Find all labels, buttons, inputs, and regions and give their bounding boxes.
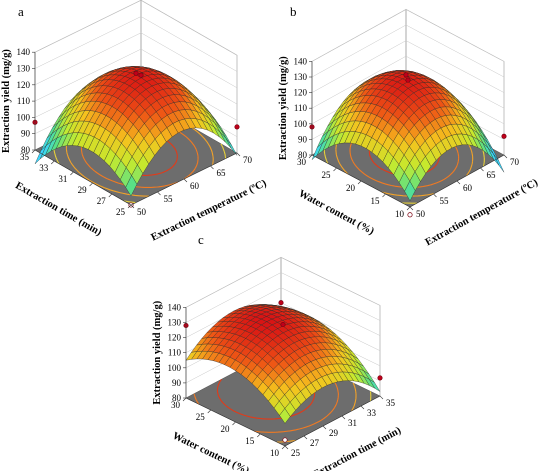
y-axis-ticks: 10 15 20 25 30 [297, 154, 411, 219]
x-tick-label: 50 [137, 207, 147, 217]
z-tick-label: 130 [17, 64, 31, 74]
y-tick-label: 25 [322, 170, 332, 180]
x-axis-ticks: 50 55 60 65 70 [130, 152, 253, 217]
x-tick-label: 50 [416, 209, 426, 219]
design-point [280, 321, 286, 328]
x-tick-label: 70 [243, 155, 253, 165]
y-axis-title: Water content (%) [297, 188, 377, 237]
x-tick-label: 31 [348, 418, 357, 428]
z-tick-label: 90 [172, 378, 182, 388]
z-tick-label: 140 [17, 47, 31, 57]
panel-c: c [198, 232, 204, 247]
z-tick-label: 100 [294, 119, 308, 129]
z-tick-label: 120 [294, 88, 308, 98]
response-surface [311, 70, 505, 202]
z-tick-label: 80 [172, 393, 182, 403]
z-tick-label: 140 [294, 56, 308, 66]
y-tick-label: 15 [371, 196, 381, 206]
x-tick-label: 33 [367, 408, 377, 418]
x-tick-label: 25 [291, 448, 301, 458]
y-tick-label: 25 [116, 207, 126, 217]
x-tick-label: 65 [217, 168, 227, 178]
panel-b: b [290, 4, 297, 19]
z-axis-title: Extraction yield (mg/g) [278, 56, 289, 160]
surface-cell [404, 180, 416, 202]
surface-cell [125, 175, 138, 197]
z-tick-label: 110 [17, 96, 31, 106]
z-tick-label: 130 [294, 72, 308, 82]
y-tick-label: 27 [97, 196, 107, 206]
z-axis-title: Extraction yield (mg/g) [152, 300, 163, 404]
z-tick-label: 120 [168, 333, 182, 343]
panel-a: a [18, 4, 24, 19]
design-point [377, 375, 383, 381]
x-tick-label: 65 [487, 170, 497, 180]
x-tick-label: 55 [440, 196, 450, 206]
z-axis-ticks: 80 90 100 110 120 130 140 [168, 302, 186, 403]
z-tick-label: 90 [298, 134, 308, 144]
z-tick-label: 110 [168, 348, 182, 358]
x-tick-label: 29 [329, 428, 339, 438]
y-tick-label: 20 [346, 183, 356, 193]
design-point [405, 77, 411, 83]
z-axis-ticks: 80 90 100 110 120 130 140 [17, 47, 35, 155]
design-point [133, 70, 139, 76]
z-tick-label: 80 [298, 150, 308, 160]
response-surface [185, 304, 381, 424]
z-tick-label: 110 [294, 103, 308, 113]
panel-letter-b: b [290, 4, 297, 19]
y-axis-ticks: 10 15 20 25 30 [171, 397, 286, 458]
panel-letter-a: a [18, 4, 24, 19]
y-tick-label: 33 [39, 163, 49, 173]
y-tick-label: 35 [20, 152, 30, 162]
y-axis-ticks: 25 27 29 31 33 35 [20, 149, 132, 217]
z-tick-label: 100 [168, 363, 182, 373]
y-axis-title: Water content (%) [170, 431, 251, 471]
x-axis-ticks: 25 27 29 31 33 35 [284, 395, 396, 458]
y-tick-label: 10 [270, 448, 280, 458]
design-point [278, 300, 284, 306]
y-tick-label: 20 [221, 424, 231, 434]
design-point [282, 437, 288, 443]
x-tick-label: 27 [310, 438, 320, 448]
surface-cell [279, 408, 291, 424]
design-point [407, 212, 413, 218]
response-surface [34, 66, 238, 197]
z-tick-label: 140 [168, 302, 182, 312]
x-axis-title: Extraction temperature (ºC) [149, 178, 268, 244]
y-axis-title: Extraction time (min) [13, 180, 103, 238]
x-axis-title: Extraction time (min) [312, 425, 404, 471]
panel-letter-c: c [198, 232, 204, 247]
z-tick-label: 100 [17, 112, 31, 122]
x-tick-label: 70 [510, 157, 520, 167]
y-tick-label: 15 [245, 436, 255, 446]
x-tick-label: 55 [164, 194, 174, 204]
z-tick-label: 80 [21, 145, 31, 155]
contour-100 [276, 382, 357, 443]
design-point [234, 124, 240, 130]
x-axis-ticks: 50 55 60 65 70 [409, 154, 520, 219]
x-tick-label: 60 [190, 181, 200, 191]
design-point [138, 72, 144, 78]
design-point [403, 72, 409, 78]
y-tick-label: 10 [395, 209, 405, 219]
z-axis-title: Extraction yield (mg/g) [1, 49, 12, 153]
design-point [501, 133, 507, 139]
x-tick-label: 35 [386, 398, 396, 408]
y-tick-label: 29 [78, 185, 88, 195]
design-points [309, 72, 507, 218]
y-tick-label: 30 [297, 157, 307, 167]
y-tick-label: 30 [171, 400, 181, 410]
z-axis-ticks: 80 90 100 110 120 130 140 [294, 56, 312, 160]
x-tick-label: 60 [463, 183, 473, 193]
z-tick-label: 120 [17, 80, 31, 90]
y-tick-label: 25 [196, 412, 206, 422]
y-tick-label: 31 [58, 174, 67, 184]
z-tick-label: 90 [21, 129, 31, 139]
z-tick-label: 130 [168, 318, 182, 328]
